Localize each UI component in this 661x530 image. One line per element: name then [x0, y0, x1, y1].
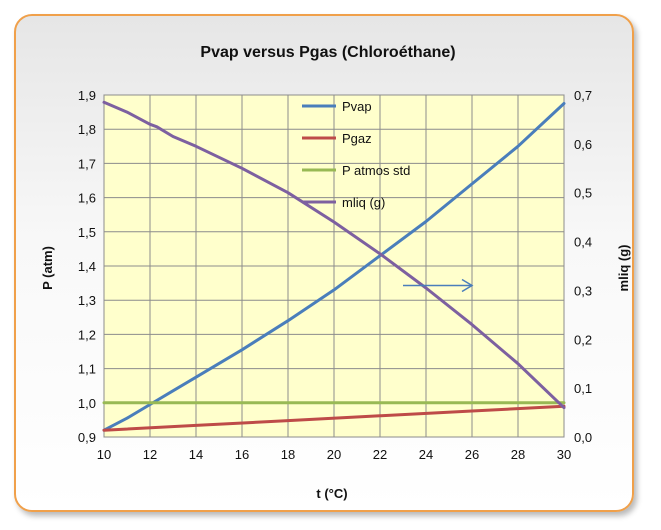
x-tick-label: 20 [327, 447, 341, 462]
y-tick-label: 1,6 [78, 191, 96, 206]
y-tick-label: 1,4 [78, 259, 96, 274]
y-axis-title: P (atm) [40, 246, 55, 290]
gridlines [103, 94, 565, 438]
y-tick-label: 0,9 [78, 430, 96, 445]
annotation-arrowhead [461, 278, 474, 293]
series-line [102, 404, 566, 432]
y2-tick-label: 0,4 [574, 235, 592, 250]
series-line [102, 100, 566, 410]
y2-tick-label: 0,1 [574, 381, 592, 396]
y-tick-label: 1,8 [78, 122, 96, 137]
y-tick-label: 1,5 [78, 225, 96, 240]
legend: Pvap Pgaz P atmos std mliq (g) [302, 99, 410, 210]
x-tick-label: 30 [557, 447, 571, 462]
legend-label: Pgaz [342, 131, 372, 146]
y2-axis-title: mliq (g) [616, 245, 631, 292]
legend-label: Pvap [342, 99, 372, 114]
x-tick-label: 22 [373, 447, 387, 462]
series-layer [102, 100, 566, 432]
x-tick-label: 24 [419, 447, 433, 462]
x-tick-label: 18 [281, 447, 295, 462]
annotation-layer [403, 278, 474, 293]
y2-tick-label: 0,3 [574, 283, 592, 298]
y2-tick-label: 0,7 [574, 88, 592, 103]
chart-title: Pvap versus Pgas (Chloroéthane) [200, 44, 455, 61]
x-tick-label: 12 [143, 447, 157, 462]
y-tick-label: 1,1 [78, 362, 96, 377]
x-axis-title: t (°C) [316, 486, 347, 501]
x-tick-label: 26 [465, 447, 479, 462]
y-tick-label: 1,2 [78, 327, 96, 342]
y2-tick-label: 0,2 [574, 332, 592, 347]
y-tick-label: 1,7 [78, 156, 96, 171]
x-tick-label: 14 [189, 447, 203, 462]
y-tick-label: 1,0 [78, 396, 96, 411]
legend-label: mliq (g) [342, 195, 385, 210]
tick-labels: 10 12 14 16 18 20 22 24 26 28 30 0,9 1,0 1,1 1,2 1,3 1,4… [78, 88, 592, 462]
series-line [102, 102, 566, 432]
x-tick-label: 28 [511, 447, 525, 462]
y2-tick-label: 0,5 [574, 186, 592, 201]
y2-tick-label: 0,6 [574, 137, 592, 152]
y-tick-label: 1,3 [78, 293, 96, 308]
y2-tick-label: 0,0 [574, 430, 592, 445]
x-tick-label: 16 [235, 447, 249, 462]
legend-label: P atmos std [342, 163, 410, 178]
y-tick-label: 1,9 [78, 88, 96, 103]
x-tick-label: 10 [97, 447, 111, 462]
